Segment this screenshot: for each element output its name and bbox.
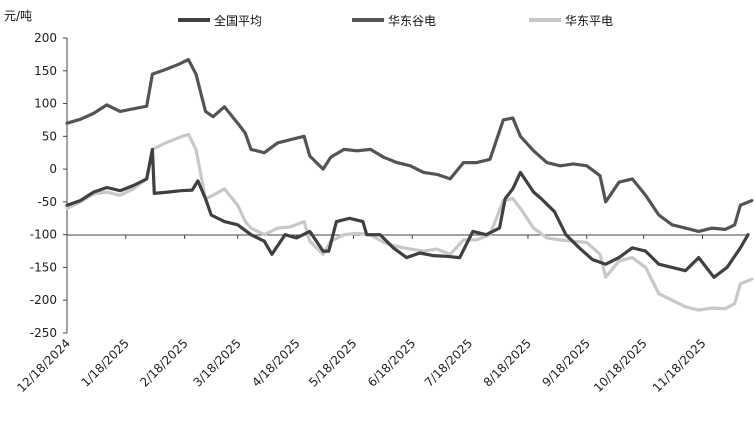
y-tick-label: -250 — [30, 326, 57, 340]
x-tick-label: 2/18/2025 — [137, 336, 190, 389]
y-tick-label: 0 — [49, 162, 57, 176]
y-tick-label: 150 — [34, 64, 57, 78]
y-axis-ticks: 200 150 100 50 0 -50 -100 -150 -200 -250 — [30, 31, 67, 340]
y-tick-label: -200 — [30, 293, 57, 307]
x-tick-label: 7/18/2025 — [422, 336, 475, 389]
x-tick-label: 11/18/2025 — [650, 336, 709, 395]
series-line-3 — [65, 132, 754, 312]
y-axis-unit-label: 元/吨 — [4, 9, 32, 23]
y-tick-label: -150 — [30, 260, 57, 274]
legend-label: 全国平均 — [214, 13, 262, 28]
x-tick-label: 9/18/2025 — [539, 336, 592, 389]
legend-label: 华东平电 — [565, 14, 613, 28]
y-tick-label: 200 — [34, 31, 57, 45]
series-line-2 — [65, 57, 754, 233]
x-tick-label: 4/18/2025 — [249, 336, 302, 389]
x-tick-label: 6/18/2025 — [365, 336, 418, 389]
y-tick-label: 100 — [34, 97, 57, 111]
legend-label: 华东谷电 — [388, 14, 436, 28]
axes — [66, 38, 748, 333]
legend: 全国平均 华东谷电 华东平电 — [178, 13, 613, 28]
x-tick-label: 5/18/2025 — [306, 336, 359, 389]
y-tick-label: -100 — [30, 228, 57, 242]
x-tick-label: 1/18/2025 — [79, 336, 132, 389]
y-tick-label: 50 — [42, 129, 57, 143]
x-axis-ticks: 12/18/2024 1/18/2025 2/18/2025 3/18/2025 4/1… — [14, 235, 709, 395]
x-tick-label: 10/18/2025 — [591, 336, 650, 395]
y-tick-label: -50 — [37, 195, 57, 209]
series-group — [65, 57, 754, 312]
x-tick-label: 12/18/2024 — [14, 336, 73, 395]
x-tick-label: 3/18/2025 — [190, 336, 243, 389]
series-line-1 — [65, 147, 750, 279]
x-tick-label: 8/18/2025 — [481, 336, 534, 389]
